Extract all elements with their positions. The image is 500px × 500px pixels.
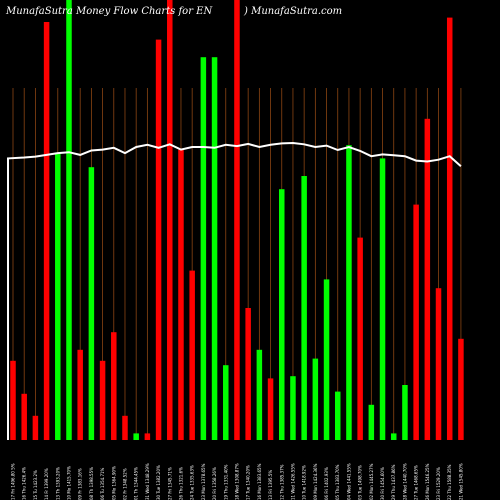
price-line bbox=[7, 141, 462, 440]
x-tick-label: 01 Th 1344.45% bbox=[134, 467, 139, 500]
x-tick-label: 09 Fr 1383.16% bbox=[78, 468, 83, 500]
x-tick-label: 19 Thu 1331.40% bbox=[223, 464, 228, 500]
x-tick-label: 27 Fri 1345.71% bbox=[167, 467, 172, 500]
bar-up bbox=[390, 433, 397, 440]
x-tick-label: 30 Tue 1382.20% bbox=[156, 465, 161, 500]
bar-up bbox=[256, 349, 263, 440]
bar-up bbox=[88, 167, 95, 440]
bar-up bbox=[301, 176, 307, 440]
bar-down bbox=[21, 393, 27, 440]
x-tick-label: 06 Tu 1354.71% bbox=[100, 467, 105, 500]
x-tick-label: 27 Tue 1468.65% bbox=[414, 465, 419, 500]
bar-up bbox=[312, 358, 319, 440]
bar-down bbox=[424, 118, 431, 441]
bar-down bbox=[458, 338, 464, 440]
bar-up bbox=[279, 189, 285, 440]
bar-up bbox=[402, 385, 408, 440]
bar-down bbox=[267, 378, 274, 440]
bar-up bbox=[346, 145, 352, 440]
bar-up bbox=[223, 365, 229, 440]
bar-up bbox=[200, 57, 207, 440]
x-tick-label: 23 Mon 1378.65% bbox=[201, 463, 206, 500]
bar-down bbox=[99, 360, 106, 440]
bar-down bbox=[32, 415, 39, 440]
x-tick-label: 03 Tue 1498.70% bbox=[358, 465, 363, 500]
price-line-layer bbox=[7, 141, 462, 440]
bar-down bbox=[167, 0, 173, 440]
x-tick-label: 10 Mo 1415.70% bbox=[66, 466, 71, 500]
bar-down bbox=[122, 415, 128, 440]
x-tick-label: 13 Th 1393.20% bbox=[55, 467, 60, 500]
bar-up bbox=[133, 433, 139, 440]
x-tick-label: 15 Tu 1423.2% bbox=[33, 470, 38, 500]
x-tick-label: 16 Mon 1383.65% bbox=[257, 463, 262, 500]
bar-down bbox=[43, 22, 50, 440]
bar-down bbox=[245, 308, 251, 440]
bar-down bbox=[189, 270, 195, 440]
x-tick-label: 05 Thu 1383.70% bbox=[335, 464, 340, 500]
x-tick-label: 14 Fr 1399.20% bbox=[44, 468, 49, 500]
bar-down bbox=[435, 288, 442, 440]
x-tick-label: 29 Thu 1437.86% bbox=[391, 464, 396, 500]
x-tick-label: 17 Fri 1496.80 5% bbox=[11, 463, 16, 500]
bar-down bbox=[111, 332, 117, 440]
chart-title-left: MunafaSutra Money Flow Charts for EN bbox=[5, 6, 213, 17]
x-tick-label: 20 Fri 1358.26% bbox=[212, 467, 217, 500]
bar-down bbox=[413, 204, 419, 440]
x-tick-label: 02 Mon 1445.27% bbox=[369, 463, 374, 500]
x-tick-label: 16 Thu 1426.4% bbox=[22, 467, 27, 500]
bar-up bbox=[66, 0, 72, 440]
bar-down bbox=[144, 433, 151, 440]
x-tick-label: 06 Fri 1402.93% bbox=[324, 467, 329, 500]
bar-up bbox=[368, 404, 375, 440]
x-tick-label: 02 Fr 1348.52% bbox=[122, 468, 127, 500]
x-tick-label: 13 Fri 1395.5% bbox=[268, 470, 273, 500]
bar-down bbox=[178, 149, 184, 440]
x-tick-label: 26 Thu 1321.6% bbox=[178, 467, 183, 500]
x-tick-label: 18 Wed 1308.87% bbox=[234, 463, 239, 500]
bar-down bbox=[155, 39, 162, 440]
x-tick-label: 17 Tue 1340.20% bbox=[246, 465, 251, 500]
x-tick-label: 28 Wed 1440.70% bbox=[402, 463, 407, 500]
x-tick-label: 10 Tue 1418.92% bbox=[302, 465, 307, 500]
bar-up bbox=[379, 158, 386, 440]
bar-down bbox=[77, 349, 83, 440]
x-tick-label: 04 Wed 1441.55% bbox=[346, 463, 351, 500]
bar-up bbox=[290, 376, 296, 440]
bar-down bbox=[357, 237, 363, 440]
x-tick-labels: 17 Fri 1496.80 5% 16 Thu 1426.4% 15 Tu 142… bbox=[11, 463, 464, 500]
x-tick-label: 30 Fri 1454.60% bbox=[380, 467, 385, 500]
bar-up bbox=[55, 154, 61, 440]
bar-up bbox=[334, 391, 341, 440]
x-tick-label: 22 Thu 1588.35% bbox=[447, 464, 452, 500]
x-tick-label: 05 Mo 1364.90% bbox=[111, 466, 116, 500]
x-tick-label: 31 Wed 1348.29% bbox=[145, 463, 150, 500]
chart-title-right: ) MunafaSutra.com bbox=[243, 6, 342, 17]
bar-up bbox=[211, 57, 218, 440]
x-tick-label: 24 Tue 1335.63% bbox=[190, 465, 195, 500]
bar-down bbox=[234, 0, 240, 440]
x-tick-label: 23 Fri 1529.20% bbox=[436, 467, 441, 500]
bar-up bbox=[323, 279, 330, 440]
x-tick-label: 12 Thu 1385.37% bbox=[279, 464, 284, 500]
bar-series bbox=[10, 0, 464, 441]
bar-down bbox=[446, 17, 453, 440]
x-tick-label: 11 Wed 1426.55% bbox=[290, 463, 295, 500]
x-tick-label: 09 Mon 1424.36% bbox=[313, 463, 318, 500]
bar-down bbox=[10, 360, 16, 440]
x-tick-label: 26 Mon 1546.25% bbox=[425, 463, 430, 500]
x-tick-label: 08 Th 1398.55% bbox=[89, 467, 94, 500]
x-tick-label: 21 Wed 1545.80% bbox=[458, 463, 463, 500]
